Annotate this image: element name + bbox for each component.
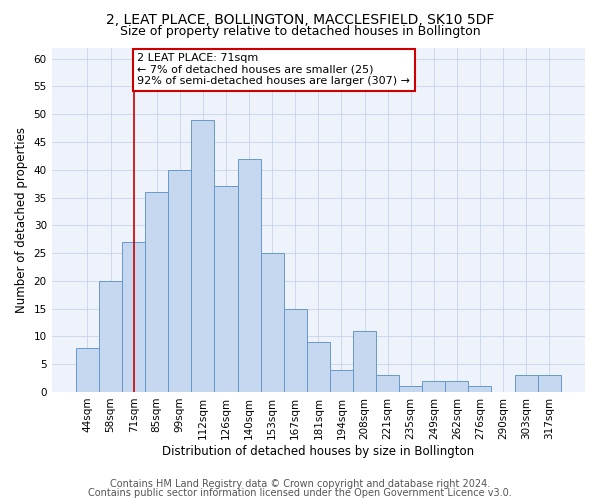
Bar [515, 376, 538, 392]
Bar [445, 381, 469, 392]
Text: 2, LEAT PLACE, BOLLINGTON, MACCLESFIELD, SK10 5DF: 2, LEAT PLACE, BOLLINGTON, MACCLESFIELD,… [106, 12, 494, 26]
Bar [191, 120, 214, 392]
Bar [99, 281, 122, 392]
Bar [307, 342, 330, 392]
Bar [122, 242, 145, 392]
Bar [214, 186, 238, 392]
Bar [353, 331, 376, 392]
Bar [260, 253, 284, 392]
Bar [399, 386, 422, 392]
Text: Contains public sector information licensed under the Open Government Licence v3: Contains public sector information licen… [88, 488, 512, 498]
Bar [76, 348, 99, 392]
Bar [376, 376, 399, 392]
Bar [422, 381, 445, 392]
Y-axis label: Number of detached properties: Number of detached properties [15, 126, 28, 312]
Text: Size of property relative to detached houses in Bollington: Size of property relative to detached ho… [119, 25, 481, 38]
Text: 2 LEAT PLACE: 71sqm
← 7% of detached houses are smaller (25)
92% of semi-detache: 2 LEAT PLACE: 71sqm ← 7% of detached hou… [137, 53, 410, 86]
Text: Contains HM Land Registry data © Crown copyright and database right 2024.: Contains HM Land Registry data © Crown c… [110, 479, 490, 489]
Bar [538, 376, 561, 392]
Bar [330, 370, 353, 392]
Bar [238, 158, 260, 392]
Bar [284, 308, 307, 392]
X-axis label: Distribution of detached houses by size in Bollington: Distribution of detached houses by size … [162, 444, 475, 458]
Bar [145, 192, 168, 392]
Bar [469, 386, 491, 392]
Bar [168, 170, 191, 392]
